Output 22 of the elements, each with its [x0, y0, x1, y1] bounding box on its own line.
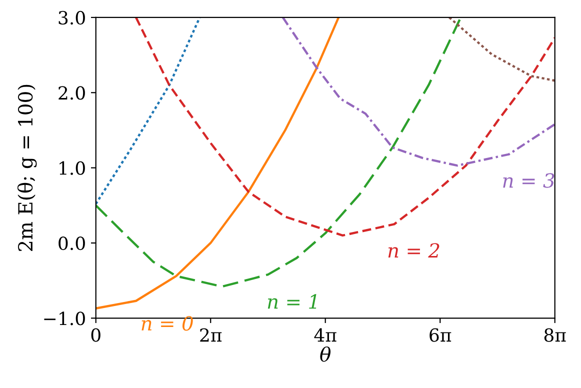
series-label: n = 0 — [142, 316, 193, 331]
y-tick-label: 1.0 — [60, 161, 85, 175]
line-series — [448, 17, 555, 82]
series-label: n = 2 — [388, 243, 440, 258]
y-tick-label: 3.0 — [58, 10, 85, 25]
line-series — [96, 17, 201, 206]
line-series — [134, 17, 555, 237]
series-label: n = 1 — [268, 294, 316, 309]
y-axis-title: 2m E(θ; g = 100) — [17, 84, 37, 251]
line-series — [282, 17, 555, 167]
line-series — [96, 17, 340, 310]
y-tick-label: 2.0 — [58, 86, 85, 100]
x-tick-label: 2π — [200, 328, 222, 342]
line-series — [96, 17, 462, 288]
x-tick-label: 4π — [314, 328, 336, 342]
x-tick-label: 6π — [430, 328, 452, 342]
x-axis-title: θ — [320, 346, 331, 362]
series-label: n = 3 — [503, 173, 554, 188]
y-tick-label: −1.0 — [44, 312, 85, 326]
x-tick-label: 0 — [91, 328, 100, 342]
x-tick-label: 8π — [544, 328, 566, 342]
y-tick-label: 0.0 — [58, 236, 85, 250]
